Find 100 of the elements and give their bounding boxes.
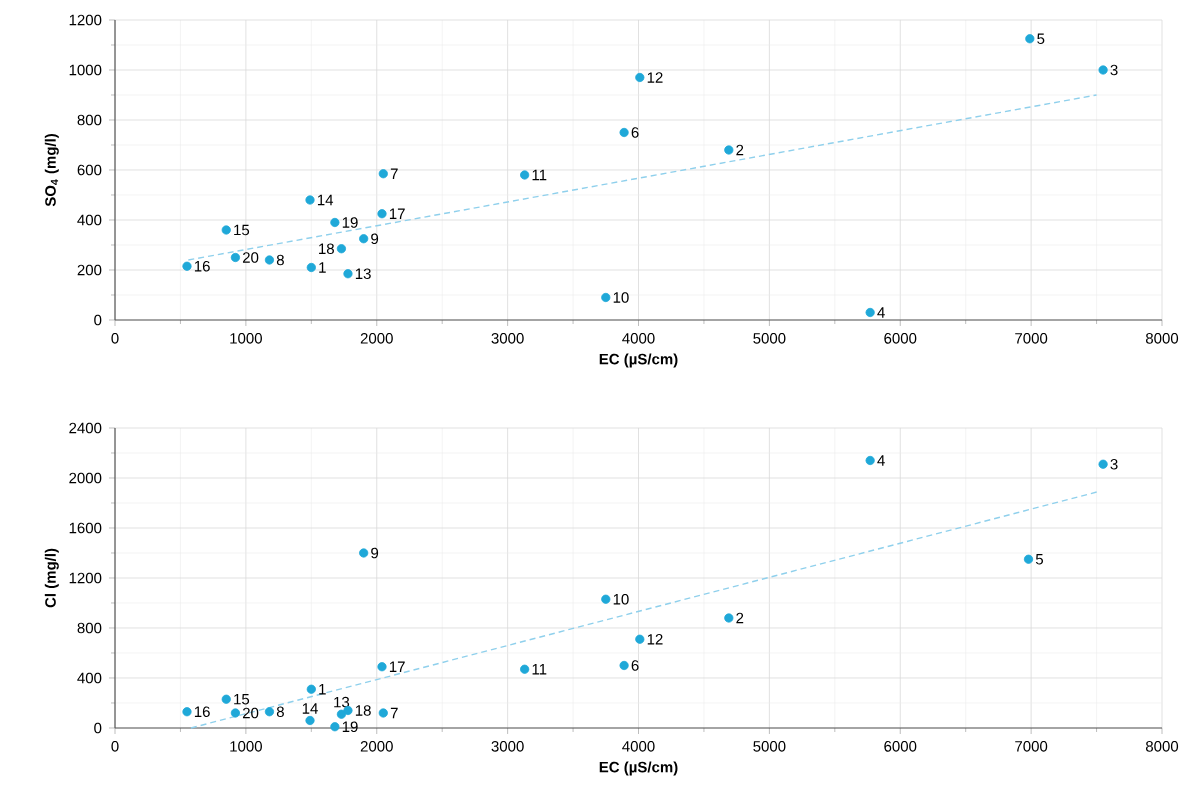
point xyxy=(221,694,231,704)
y-tick-label: 2400 xyxy=(69,422,102,434)
annotation: 8 xyxy=(276,254,284,266)
point xyxy=(520,664,530,674)
x-tick-label: 3000 xyxy=(491,741,524,752)
x-tick-label: 2000 xyxy=(360,333,393,344)
point xyxy=(1023,554,1034,564)
y-tick-label: 400 xyxy=(77,214,102,226)
annotation: 19 xyxy=(342,721,358,733)
annotation: 12 xyxy=(647,72,663,83)
x-axis-title: EC (µS/cm) xyxy=(599,761,678,776)
point xyxy=(305,195,315,205)
y-tick-label: 1200 xyxy=(69,14,102,26)
point xyxy=(520,170,530,180)
point xyxy=(230,252,241,263)
y-tick-label: 200 xyxy=(77,264,102,276)
annotation: 18 xyxy=(355,705,371,716)
annotation: 4 xyxy=(877,455,885,466)
x-axis-title: EC (µS/cm) xyxy=(599,353,678,368)
annotation: 15 xyxy=(234,694,250,705)
point xyxy=(635,634,645,644)
x-tick-label: 0 xyxy=(111,741,119,752)
y-tick-label: 1000 xyxy=(69,64,102,76)
y-tick-label: 600 xyxy=(77,164,102,176)
point xyxy=(336,244,347,254)
annotation: 15 xyxy=(234,224,250,236)
annotation: 8 xyxy=(276,706,284,718)
point xyxy=(264,707,275,717)
annotation: 17 xyxy=(389,208,405,219)
point xyxy=(182,707,192,717)
annotation: 9 xyxy=(371,547,379,559)
point xyxy=(264,255,275,265)
annotation: 12 xyxy=(647,634,663,645)
point xyxy=(182,261,192,271)
point xyxy=(865,455,875,466)
point xyxy=(336,709,347,719)
x-tick-label: 7000 xyxy=(1015,333,1048,344)
point xyxy=(377,662,387,672)
annotation: 20 xyxy=(242,707,259,719)
annotation: 13 xyxy=(355,268,371,280)
annotation: 10 xyxy=(613,292,629,303)
x-tick-label: 6000 xyxy=(884,741,917,752)
point xyxy=(619,660,629,671)
point xyxy=(635,72,645,83)
x-tick-label: 0 xyxy=(111,333,119,344)
y-tick-label: 800 xyxy=(77,114,102,126)
annotation: 1 xyxy=(319,262,326,273)
point xyxy=(359,234,369,244)
y-tick-label: 400 xyxy=(77,672,102,684)
annotation: 6 xyxy=(631,660,639,671)
point xyxy=(378,169,388,179)
point xyxy=(306,262,316,273)
point xyxy=(305,715,315,726)
point xyxy=(343,269,353,279)
annotation: 19 xyxy=(342,217,358,228)
point xyxy=(601,292,611,303)
x-tick-label: 6000 xyxy=(884,333,917,344)
point xyxy=(601,594,611,604)
y-axis-title: Cl (mg/l) xyxy=(44,548,59,608)
point xyxy=(377,209,387,219)
y-tick-label: 1200 xyxy=(69,572,102,584)
point xyxy=(378,708,388,718)
annotation: 10 xyxy=(613,593,629,605)
y-axis-title: SO$_{4}$ (mg/l) xyxy=(44,133,59,207)
annotation: 17 xyxy=(389,661,405,672)
annotation: 4 xyxy=(877,307,885,318)
point xyxy=(724,613,734,623)
point xyxy=(1098,65,1108,75)
point xyxy=(330,217,340,228)
x-tick-label: 7000 xyxy=(1015,741,1048,752)
annotation: 16 xyxy=(194,260,210,272)
point xyxy=(330,722,340,732)
annotation: 1 xyxy=(319,684,326,695)
x-tick-label: 3000 xyxy=(491,333,524,344)
annotation: 3 xyxy=(1110,64,1118,76)
x-tick-label: 4000 xyxy=(622,741,655,752)
point xyxy=(865,307,875,318)
y-tick-label: 0 xyxy=(94,722,102,734)
y-tick-label: 0 xyxy=(94,314,102,326)
point xyxy=(230,708,241,718)
annotation: 2 xyxy=(736,144,744,156)
point xyxy=(306,684,316,694)
annotation: 9 xyxy=(371,233,379,245)
point xyxy=(221,225,231,235)
annotation: 13 xyxy=(334,696,350,708)
annotation: 20 xyxy=(242,252,259,263)
x-tick-label: 5000 xyxy=(753,333,786,344)
point xyxy=(724,145,734,155)
point xyxy=(1098,459,1108,469)
x-tick-label: 8000 xyxy=(1145,741,1179,752)
x-tick-label: 5000 xyxy=(753,741,786,752)
annotation: 3 xyxy=(1110,458,1118,470)
annotation: 11 xyxy=(532,169,547,181)
x-tick-label: 4000 xyxy=(622,333,655,344)
annotation: 5 xyxy=(1035,554,1044,565)
point xyxy=(1025,34,1035,44)
annotation: 2 xyxy=(736,612,744,624)
y-tick-label: 2000 xyxy=(69,472,102,484)
x-tick-label: 1000 xyxy=(230,333,262,344)
annotation: 18 xyxy=(319,243,334,255)
